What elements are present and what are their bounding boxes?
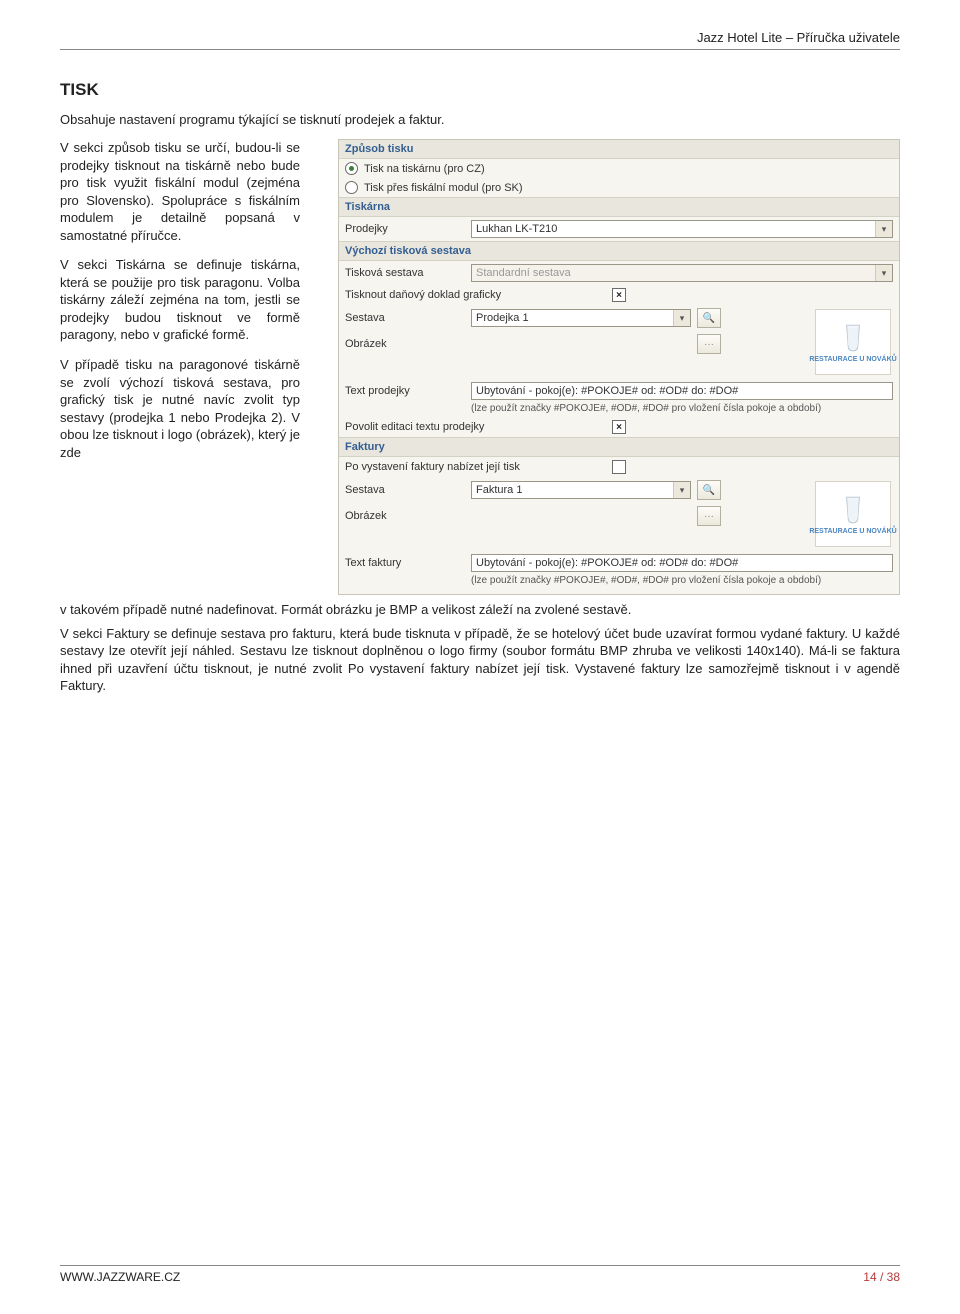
logo-thumbnail: RESTAURACE U NOVÁKŮ [815, 481, 891, 547]
checkbox-nabizet-tisk[interactable] [612, 460, 626, 474]
radio-dot-icon [345, 181, 358, 194]
body-paragraph: V sekci způsob tisku se určí, budou-li s… [60, 139, 300, 244]
field-label: Obrázek [345, 338, 465, 350]
input-text-faktury[interactable]: Ubytování - pokoj(e): #POKOJE# od: #OD# … [471, 554, 893, 572]
field-label: Obrázek [345, 510, 465, 522]
field-label: Povolit editaci textu prodejky [345, 421, 606, 433]
hint-text: (lze použít značky #POKOJE#, #OD#, #DO# … [339, 575, 899, 594]
radio-dot-icon [345, 162, 358, 175]
group-header-zpusob: Způsob tisku [339, 140, 899, 159]
select-value: Prodejka 1 [476, 312, 529, 324]
browse-button[interactable]: ··· [697, 506, 721, 526]
field-label: Text faktury [345, 557, 465, 569]
select-sestava-prodejka[interactable]: Prodejka 1 ▾ [471, 309, 691, 327]
preview-button[interactable]: 🔍 [697, 308, 721, 328]
checkbox-povolit-editaci[interactable]: × [612, 420, 626, 434]
field-label: Sestava [345, 484, 465, 496]
field-label: Tisknout daňový doklad graficky [345, 289, 606, 301]
group-header-vychozi: Výchozí tisková sestava [339, 241, 899, 261]
page-footer: WWW.JAZZWARE.CZ 14 / 38 [60, 1265, 900, 1284]
thumb-caption: RESTAURACE U NOVÁKŮ [809, 528, 896, 535]
chevron-down-icon: ▾ [875, 265, 892, 281]
field-label: Sestava [345, 312, 465, 324]
field-label: Prodejky [345, 223, 465, 235]
field-label: Po vystavení faktury nabízet její tisk [345, 461, 606, 473]
select-tiskova-sestava[interactable]: Standardní sestava ▾ [471, 264, 893, 282]
radio-label: Tisk přes fiskální modul (pro SK) [364, 182, 523, 194]
preview-button[interactable]: 🔍 [697, 480, 721, 500]
footer-site: WWW.JAZZWARE.CZ [60, 1270, 180, 1284]
select-value: Lukhan LK-T210 [476, 223, 557, 235]
input-value: Ubytování - pokoj(e): #POKOJE# od: #OD# … [476, 385, 738, 397]
footer-page-number: 14 / 38 [863, 1270, 900, 1284]
intro-paragraph: Obsahuje nastavení programu týkající se … [60, 112, 900, 127]
body-paragraph: V sekci Faktury se definuje sestava pro … [60, 625, 900, 695]
thumb-caption: RESTAURACE U NOVÁKŮ [809, 356, 896, 363]
chevron-down-icon: ▾ [875, 221, 892, 237]
checkbox-danovy[interactable]: × [612, 288, 626, 302]
header-title: Jazz Hotel Lite – Příručka uživatele [697, 30, 900, 45]
input-value: Ubytování - pokoj(e): #POKOJE# od: #OD# … [476, 557, 738, 569]
radio-label: Tisk na tiskárnu (pro CZ) [364, 163, 485, 175]
select-value: Faktura 1 [476, 484, 522, 496]
group-header-faktury: Faktury [339, 437, 899, 457]
radio-tisk-cz[interactable]: Tisk na tiskárnu (pro CZ) [345, 162, 485, 175]
select-sestava-faktura[interactable]: Faktura 1 ▾ [471, 481, 691, 499]
field-label: Text prodejky [345, 385, 465, 397]
section-title: TISK [60, 80, 900, 100]
radio-tisk-sk[interactable]: Tisk přes fiskální modul (pro SK) [345, 181, 523, 194]
chevron-down-icon: ▾ [673, 482, 690, 498]
settings-screenshot: Způsob tisku Tisk na tiskárnu (pro CZ) T… [338, 139, 900, 595]
body-paragraph: V případě tisku na paragonové tiskárně s… [60, 356, 300, 461]
glass-icon [840, 494, 866, 526]
body-paragraph: V sekci Tiskárna se definuje tiskárna, k… [60, 256, 300, 344]
body-paragraph-tail: v takovém případě nutné nadefinovat. For… [60, 602, 631, 617]
logo-thumbnail: RESTAURACE U NOVÁKŮ [815, 309, 891, 375]
chevron-down-icon: ▾ [673, 310, 690, 326]
select-printer[interactable]: Lukhan LK-T210 ▾ [471, 220, 893, 238]
page-header: Jazz Hotel Lite – Příručka uživatele [60, 30, 900, 50]
hint-text: (lze použít značky #POKOJE#, #OD#, #DO# … [339, 403, 899, 417]
input-text-prodejky[interactable]: Ubytování - pokoj(e): #POKOJE# od: #OD# … [471, 382, 893, 400]
select-value: Standardní sestava [476, 267, 571, 279]
browse-button[interactable]: ··· [697, 334, 721, 354]
field-label: Tisková sestava [345, 267, 465, 279]
group-header-tiskarna: Tiskárna [339, 197, 899, 217]
glass-icon [840, 322, 866, 354]
